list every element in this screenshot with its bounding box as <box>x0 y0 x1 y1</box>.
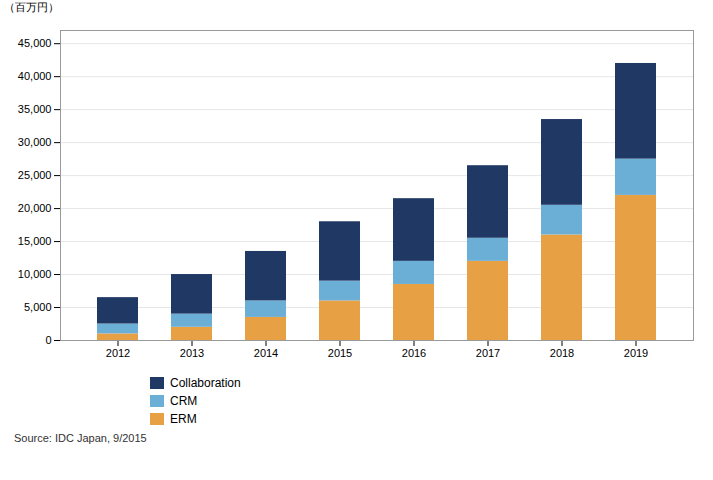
html-text:Collaboration: Collaboration <box>170 376 241 390</box>
svg-text:20,000: 20,000 <box>18 202 52 214</box>
svg-text:45,000: 45,000 <box>18 37 52 49</box>
html-text:ERM: ERM <box>170 412 197 426</box>
svg-text:（百万円）: （百万円） <box>4 1 59 13</box>
svg-text:2014: 2014 <box>254 347 278 359</box>
svg-text:10,000: 10,000 <box>18 268 52 280</box>
svg-text:2016: 2016 <box>402 347 426 359</box>
svg-text:25,000: 25,000 <box>18 169 52 181</box>
svg-text:2018: 2018 <box>550 347 574 359</box>
html-text:Source: IDC Japan, 9/2015: Source: IDC Japan, 9/2015 <box>14 432 147 444</box>
svg-text:35,000: 35,000 <box>18 103 52 115</box>
html-text:CRM: CRM <box>170 394 198 408</box>
svg-text:15,000: 15,000 <box>18 235 52 247</box>
svg-text:2017: 2017 <box>476 347 500 359</box>
svg-text:2019: 2019 <box>624 347 648 359</box>
svg-text:0: 0 <box>45 334 51 346</box>
svg-text:2013: 2013 <box>180 347 204 359</box>
svg-text:2012: 2012 <box>106 347 130 359</box>
svg-text:2015: 2015 <box>328 347 352 359</box>
svg-text:5,000: 5,000 <box>24 301 52 313</box>
svg-text:30,000: 30,000 <box>18 136 52 148</box>
svg-text:40,000: 40,000 <box>18 70 52 82</box>
